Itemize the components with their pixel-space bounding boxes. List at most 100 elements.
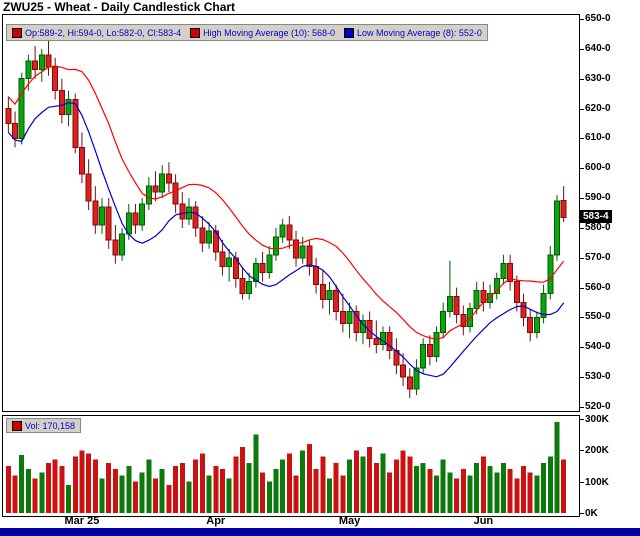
candle (460, 305, 467, 336)
candle (85, 159, 92, 211)
price-tick-label: 600-0 (585, 162, 611, 174)
candle (239, 266, 246, 300)
candle (78, 132, 85, 184)
price-tick-label: 550-0 (585, 311, 611, 323)
candle (446, 260, 453, 318)
price-tick-label: 540-0 (585, 341, 611, 353)
price-tick-mark (580, 377, 584, 379)
candle (359, 314, 366, 345)
candle (426, 335, 433, 366)
volume-bar (66, 484, 72, 513)
volume-bar (393, 459, 399, 513)
volume-bar (260, 472, 266, 513)
volume-bar (507, 469, 513, 513)
candle (333, 284, 340, 321)
bottom-bar (0, 528, 640, 536)
volume-bar (280, 459, 286, 513)
volume-bar (153, 478, 159, 513)
price-tick-label: 630-0 (585, 72, 611, 84)
price-tick-label: 640-0 (585, 42, 611, 54)
volume-bar (206, 475, 212, 513)
price-tick-mark (580, 287, 584, 289)
volume-bar (474, 462, 480, 513)
volume-bar (360, 456, 366, 513)
candle (279, 218, 286, 243)
volume-bar (500, 462, 506, 513)
volume-tick-label: 300K (585, 414, 609, 425)
low-ma-line (7, 101, 565, 378)
price-tick-mark (580, 108, 584, 110)
candle (92, 186, 99, 234)
volume-tick-label: 0K (585, 508, 598, 519)
volume-bar (527, 472, 533, 513)
price-tick-mark (580, 48, 584, 50)
volume-bar (440, 459, 446, 513)
volume-bar (487, 466, 493, 513)
candle (553, 195, 560, 261)
month-label: Apr (206, 515, 226, 527)
volume-bar (166, 484, 172, 513)
candle (299, 236, 306, 264)
candle (286, 215, 293, 249)
candle (199, 215, 206, 252)
volume-bar (59, 466, 65, 513)
volume-bar (547, 456, 553, 513)
price-chart-panel[interactable]: Op:589-2, Hi:594-0, Lo:582-0, Cl:583-4 H… (2, 14, 580, 412)
candle (38, 48, 45, 82)
volume-bar (32, 478, 38, 513)
candle (326, 281, 333, 315)
candle (393, 338, 400, 375)
ohlc-swatch (12, 27, 22, 38)
volume-bar (213, 466, 219, 513)
price-chart-canvas[interactable] (3, 15, 579, 411)
legend-high-ma: High Moving Average (10): 568-0 (190, 27, 335, 38)
volume-bar (467, 475, 473, 513)
volume-bar (86, 453, 92, 513)
volume-bar (99, 478, 105, 513)
candle (58, 78, 65, 124)
candle (105, 198, 112, 249)
volume-tick-mark (580, 419, 584, 420)
volume-bar (199, 453, 205, 513)
low-ma-label: Low Moving Average (8): 552-0 (357, 27, 482, 38)
candle (252, 257, 259, 288)
candle (139, 198, 146, 231)
candle (172, 174, 179, 213)
candle (192, 201, 199, 237)
candle (313, 257, 320, 294)
price-tick-mark (580, 78, 584, 80)
volume-bar (179, 462, 185, 513)
price-tick-mark (580, 168, 584, 170)
candle (366, 311, 373, 348)
candle (319, 269, 326, 309)
volume-bar (454, 478, 460, 513)
candle (453, 287, 460, 324)
candle (540, 284, 547, 324)
volume-bar (139, 472, 145, 513)
volume-bar (72, 456, 78, 513)
volume-bar (126, 466, 132, 513)
candle (145, 177, 152, 211)
candle (25, 54, 32, 91)
candle (32, 45, 39, 79)
price-tick-mark (580, 257, 584, 259)
volume-bar (313, 469, 319, 513)
volume-bar (534, 475, 540, 513)
volume-bar (186, 481, 192, 513)
volume-bar (400, 450, 406, 513)
price-tick-mark (580, 317, 584, 319)
legend-low-ma: Low Moving Average (8): 552-0 (344, 27, 482, 38)
volume-panel[interactable]: Vol: 170,158 (2, 415, 580, 517)
candle (406, 368, 413, 399)
volume-bar (19, 455, 25, 513)
price-tick-label: 520-0 (585, 401, 611, 412)
price-tick-label: 650-0 (585, 13, 611, 24)
candle (165, 162, 172, 193)
volume-bar (79, 450, 85, 513)
price-tick-mark (580, 347, 584, 349)
candle (433, 326, 440, 363)
volume-bar (447, 472, 453, 513)
high-ma-swatch (190, 27, 201, 38)
month-label: May (338, 515, 361, 527)
volume-chart-canvas[interactable] (3, 416, 579, 514)
